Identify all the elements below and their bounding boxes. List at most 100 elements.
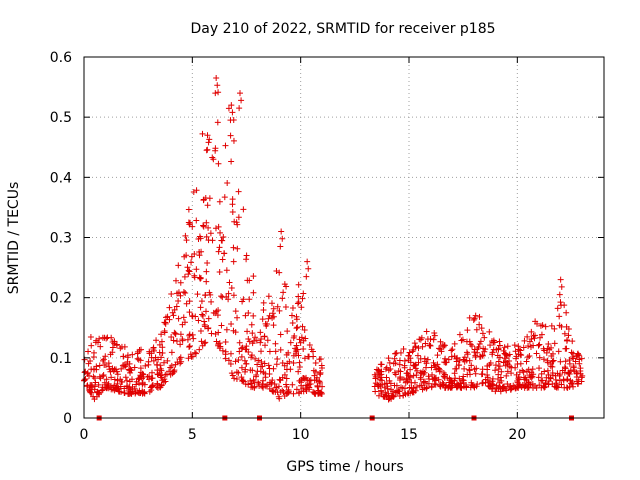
data-point — [475, 344, 482, 351]
data-point — [170, 368, 177, 375]
data-point — [227, 132, 234, 139]
data-point — [441, 342, 448, 349]
data-point — [243, 252, 250, 259]
data-point — [276, 376, 283, 383]
data-point — [197, 275, 204, 282]
data-point — [397, 373, 404, 380]
data-point — [387, 380, 394, 387]
data-point — [216, 269, 223, 276]
data-point — [292, 345, 299, 352]
data-point — [561, 330, 568, 337]
data-point — [268, 380, 275, 387]
data-point — [277, 377, 284, 384]
data-point — [82, 375, 89, 382]
data-point — [121, 343, 128, 350]
data-point — [88, 389, 95, 396]
data-point — [486, 383, 493, 390]
data-point — [202, 339, 209, 346]
data-point — [542, 323, 549, 330]
data-point — [421, 379, 428, 386]
data-point — [235, 357, 242, 364]
data-point — [149, 369, 156, 376]
data-point — [276, 395, 283, 402]
data-point — [457, 384, 464, 391]
x-tick-label: 5 — [188, 427, 197, 443]
data-point — [197, 275, 204, 282]
data-point — [436, 368, 443, 375]
data-point — [312, 359, 319, 366]
data-point — [305, 265, 312, 272]
data-point — [409, 389, 416, 396]
data-point — [288, 312, 295, 319]
data-point — [87, 333, 94, 340]
data-point — [274, 303, 281, 310]
data-point — [246, 277, 253, 284]
data-point — [503, 372, 510, 379]
data-point — [190, 335, 197, 342]
data-point — [390, 393, 397, 400]
data-point — [212, 310, 219, 317]
data-point — [232, 308, 239, 315]
data-point — [392, 371, 399, 378]
data-point — [266, 385, 273, 392]
data-point — [232, 358, 239, 365]
data-point — [203, 219, 210, 226]
data-point — [172, 361, 179, 368]
data-point — [289, 305, 296, 312]
data-point — [524, 368, 531, 375]
data-point — [532, 318, 539, 325]
data-point — [535, 342, 542, 349]
data-point — [524, 333, 531, 340]
data-point — [508, 370, 515, 377]
data-point — [248, 380, 255, 387]
data-point — [182, 289, 189, 296]
data-point — [453, 358, 460, 365]
data-point — [297, 339, 304, 346]
data-point — [207, 230, 214, 237]
data-point — [407, 374, 414, 381]
data-point — [199, 311, 206, 318]
data-point — [198, 298, 205, 305]
data-point — [222, 348, 229, 355]
data-point — [401, 364, 408, 371]
data-point — [262, 342, 269, 349]
data-point — [473, 383, 480, 390]
data-point — [228, 158, 235, 165]
data-point — [191, 349, 198, 356]
data-point — [548, 353, 555, 360]
data-point — [496, 342, 503, 349]
data-point — [554, 370, 561, 377]
data-point — [526, 352, 533, 359]
data-point — [99, 373, 106, 380]
data-point — [544, 357, 551, 364]
data-point — [286, 358, 293, 365]
data-point — [281, 371, 288, 378]
data-point — [528, 335, 535, 342]
y-tick-label: 0.6 — [50, 50, 72, 66]
data-point — [454, 382, 461, 389]
data-point — [253, 337, 260, 344]
data-point — [222, 142, 229, 149]
data-point — [236, 348, 243, 355]
data-point — [283, 351, 290, 358]
data-point — [92, 379, 99, 386]
data-point — [148, 383, 155, 390]
data-point — [136, 346, 143, 353]
data-point — [218, 322, 225, 329]
data-point — [553, 383, 560, 390]
data-point — [213, 75, 220, 82]
data-point — [139, 390, 146, 397]
data-point — [106, 366, 113, 373]
data-point — [389, 392, 396, 399]
data-point — [153, 337, 160, 344]
data-point — [532, 332, 539, 339]
data-point — [520, 344, 527, 351]
data-point — [229, 196, 236, 203]
data-point — [416, 382, 423, 389]
data-point — [234, 245, 241, 252]
data-point — [180, 288, 187, 295]
data-point — [217, 229, 224, 236]
data-point — [257, 339, 264, 346]
data-point — [299, 323, 306, 330]
data-point — [391, 355, 398, 362]
